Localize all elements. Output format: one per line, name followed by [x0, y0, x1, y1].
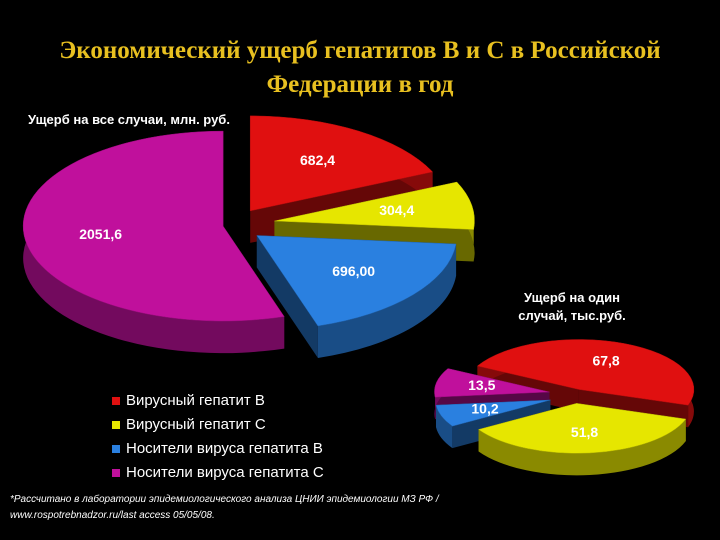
pie-title: Ущерб на все случаи, млн. руб. [28, 112, 230, 127]
slice-top [476, 339, 695, 406]
value-label: 682,4 [300, 152, 335, 168]
footnote: *Рассчитано в лаборатории эпидемиологиче… [10, 493, 440, 505]
footnote: www.rospotrebnadzor.ru/last access 05/05… [10, 510, 215, 521]
slice-rim [317, 243, 457, 358]
legend-swatch [112, 397, 120, 405]
slice-top [22, 130, 285, 322]
slice-top [249, 115, 434, 212]
value-label: 67,8 [592, 353, 619, 369]
value-label: 10,2 [471, 400, 498, 416]
pie-slice [256, 235, 457, 358]
slice-top [256, 235, 457, 327]
pie-title: случай, тыс.руб. [518, 308, 626, 323]
slice-side [256, 235, 318, 358]
legend-swatch [112, 469, 120, 477]
legend-swatch [112, 445, 120, 453]
pie-title: Ущерб на один [524, 290, 620, 305]
pie-slice [478, 403, 687, 476]
title-line: Экономический ущерб гепатитов В и С в Ро… [59, 37, 660, 64]
value-label: 696,00 [332, 263, 375, 279]
slice-top [274, 181, 475, 230]
slice-rim [435, 405, 453, 449]
pie-slice [476, 339, 695, 428]
legend-swatch [112, 421, 120, 429]
legend-label: Вирусный гепатит В [126, 392, 265, 409]
slice-top [434, 368, 550, 398]
slice-top [478, 403, 687, 454]
value-label: 304,4 [379, 202, 414, 218]
value-label: 51,8 [571, 424, 598, 440]
legend-label: Вирусный гепатит С [126, 416, 266, 433]
slice-rim [478, 419, 686, 476]
title-line: Федерации в год [267, 71, 454, 98]
slice-top [435, 399, 551, 427]
legend-label: Носители вируса гепатита С [126, 464, 324, 481]
value-label: 13,5 [468, 377, 495, 393]
legend-label: Носители вируса гепатита В [126, 440, 323, 457]
value-label: 2051,6 [79, 226, 122, 242]
pie-slice [22, 130, 285, 354]
